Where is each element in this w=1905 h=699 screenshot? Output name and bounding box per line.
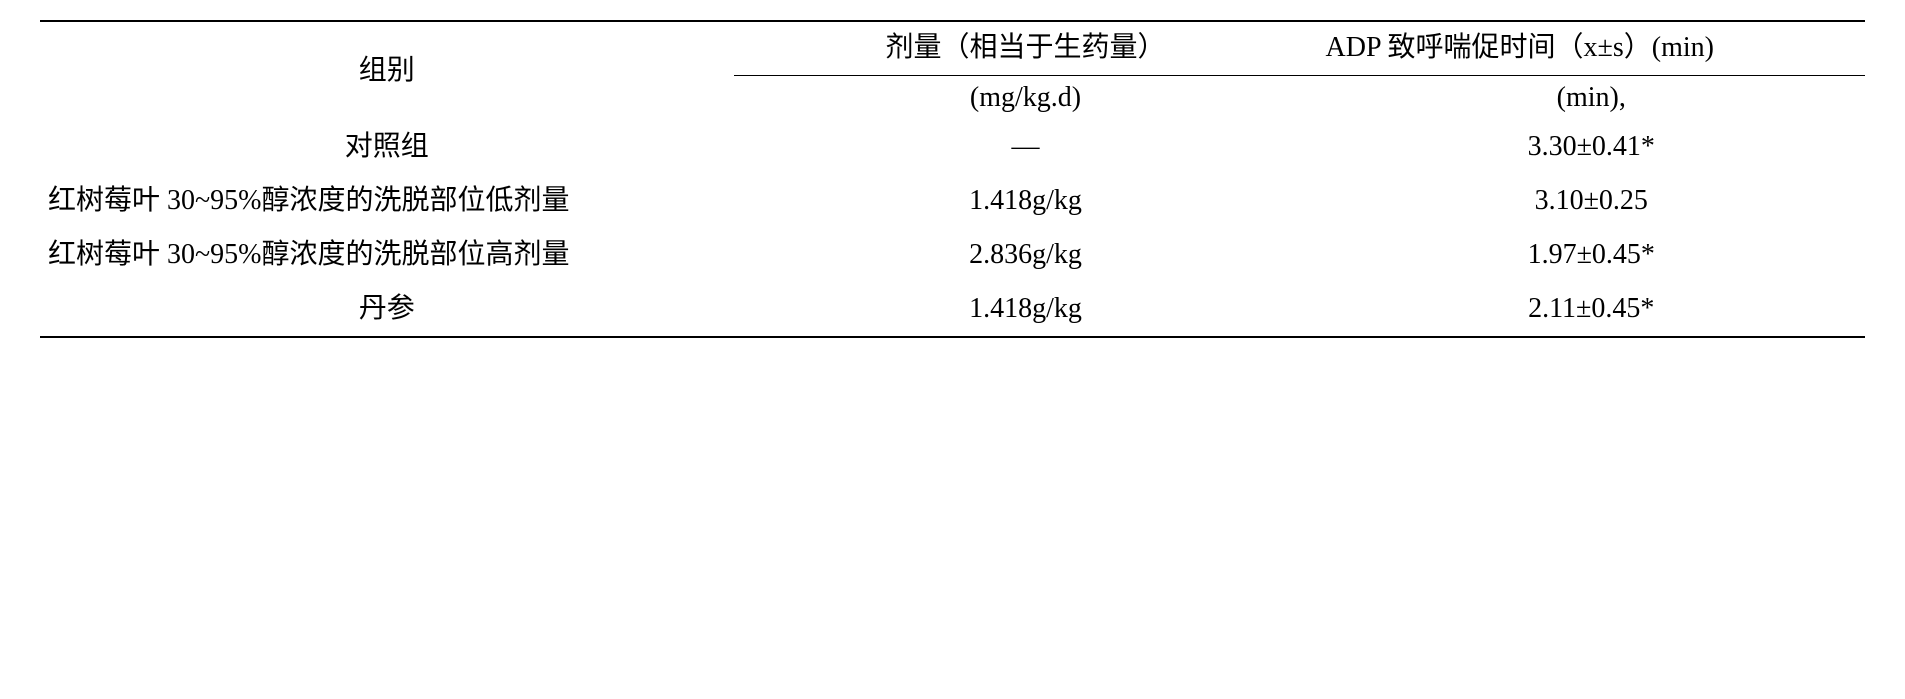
header-adp: ADP 致呼喘促时间（x±s）(min) [1318, 21, 1866, 75]
cell-group-1: 红树莓叶 30~95%醇浓度的洗脱部位低剂量 [40, 174, 734, 228]
cell-dose-2: 2.836g/kg [734, 228, 1318, 282]
header-group: 组别 [40, 21, 734, 120]
unit-dose: (mg/kg.d) [734, 75, 1318, 120]
cell-group-2: 红树莓叶 30~95%醇浓度的洗脱部位高剂量 [40, 228, 734, 282]
cell-dose-0: — [734, 120, 1318, 174]
table-row: 红树莓叶 30~95%醇浓度的洗脱部位高剂量 2.836g/kg 1.97±0.… [40, 228, 1865, 282]
cell-adp-3: 2.11±0.45* [1318, 282, 1866, 337]
cell-group-0: 对照组 [40, 120, 734, 174]
cell-adp-2: 1.97±0.45* [1318, 228, 1866, 282]
table-row: 对照组 — 3.30±0.41* [40, 120, 1865, 174]
cell-adp-0: 3.30±0.41* [1318, 120, 1866, 174]
table-row: 丹参 1.418g/kg 2.11±0.45* [40, 282, 1865, 337]
data-table: 组别 剂量（相当于生药量） ADP 致呼喘促时间（x±s）(min) (mg/k… [40, 20, 1865, 338]
unit-adp: (min), [1318, 75, 1866, 120]
header-dose: 剂量（相当于生药量） [734, 21, 1318, 75]
cell-adp-1: 3.10±0.25 [1318, 174, 1866, 228]
cell-dose-1: 1.418g/kg [734, 174, 1318, 228]
cell-group-3: 丹参 [40, 282, 734, 337]
table-row: 红树莓叶 30~95%醇浓度的洗脱部位低剂量 1.418g/kg 3.10±0.… [40, 174, 1865, 228]
cell-dose-3: 1.418g/kg [734, 282, 1318, 337]
